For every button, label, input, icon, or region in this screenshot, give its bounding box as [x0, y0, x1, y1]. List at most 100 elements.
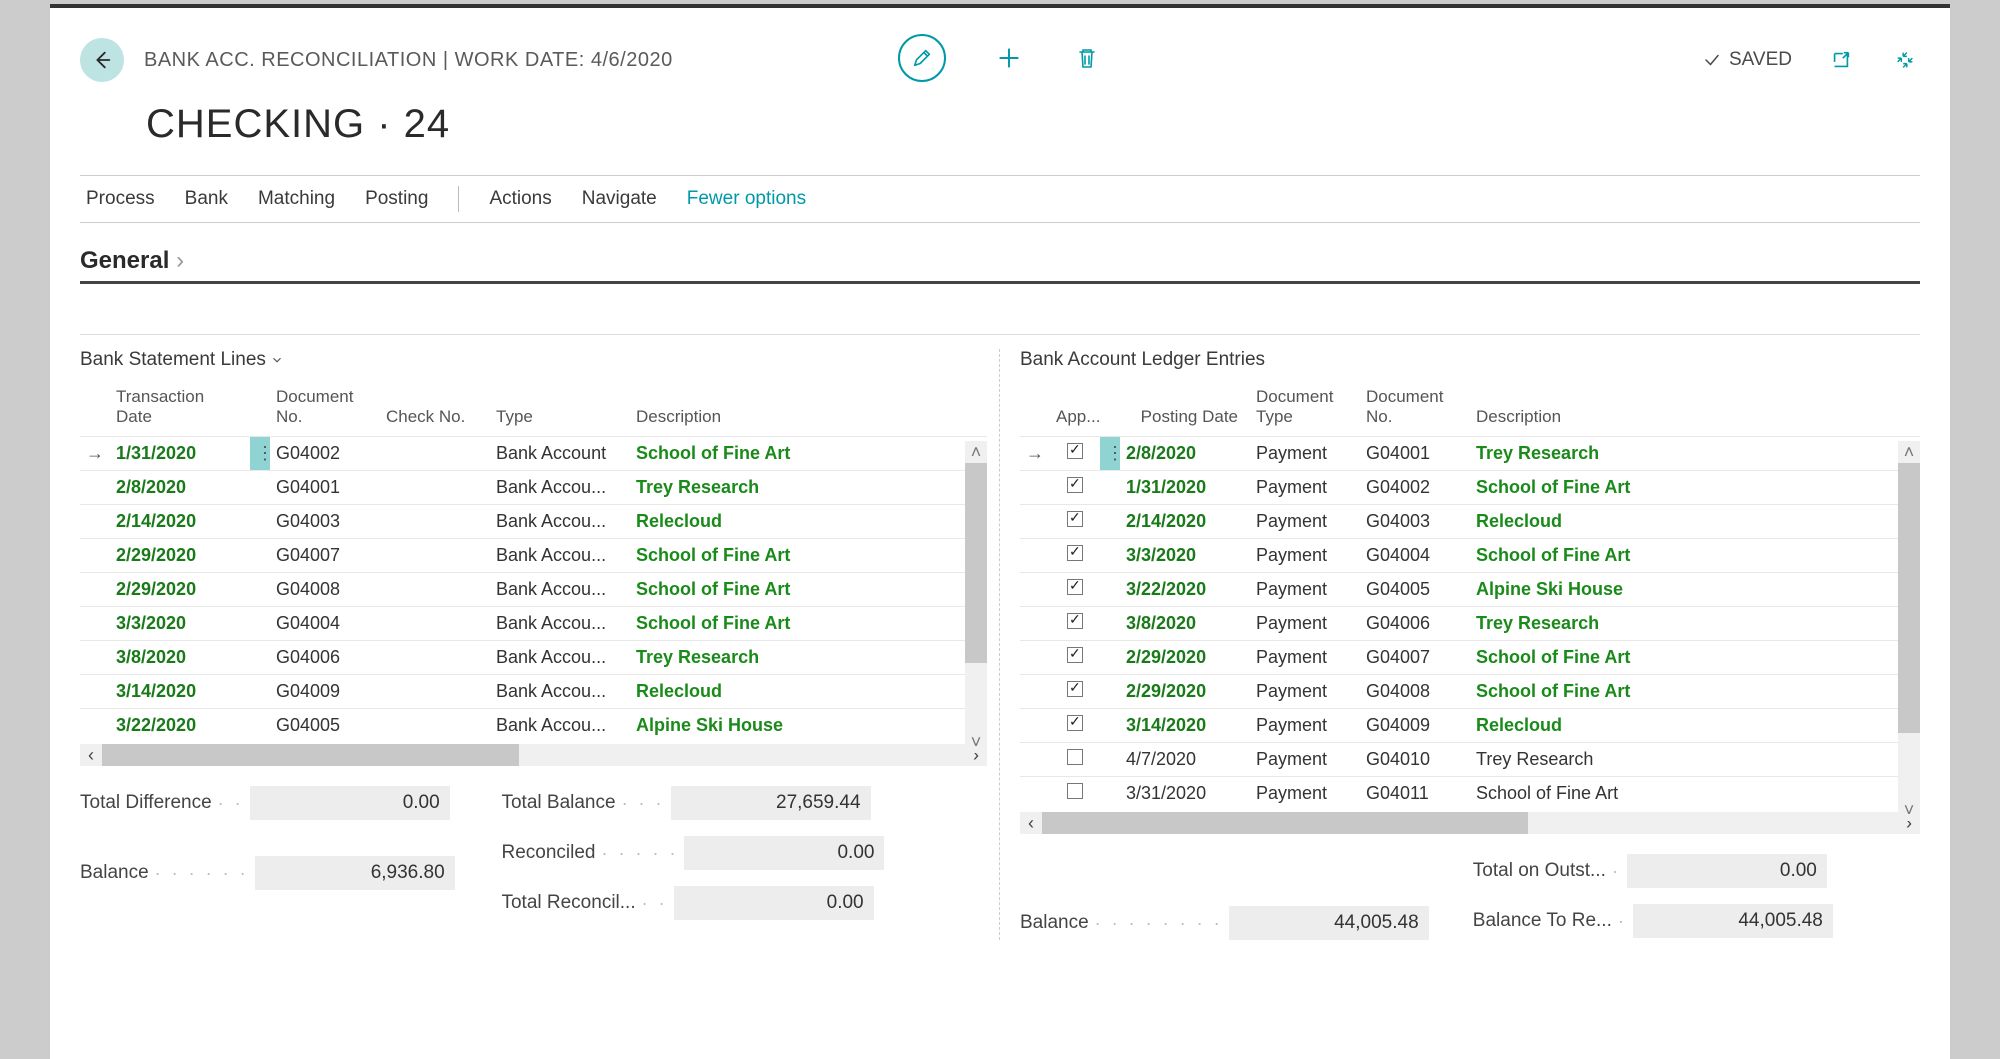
edit-button[interactable]: [898, 34, 946, 82]
scroll-thumb[interactable]: [102, 744, 519, 766]
scroll-left-icon[interactable]: ‹: [1020, 813, 1042, 834]
cell-app[interactable]: [1050, 742, 1100, 776]
scroll-up-icon[interactable]: ˄: [965, 441, 987, 463]
checkbox[interactable]: [1067, 443, 1083, 459]
col-doc-no[interactable]: Document No.: [270, 381, 380, 436]
row-menu[interactable]: ⋮: [1100, 436, 1120, 470]
ledger-entries-grid[interactable]: App... Posting Date Document Type Docume…: [1020, 381, 1920, 810]
general-section-header[interactable]: General ›: [80, 247, 1920, 284]
scroll-thumb[interactable]: [1042, 812, 1528, 834]
row-menu[interactable]: [1100, 674, 1120, 708]
checkbox[interactable]: [1067, 681, 1083, 697]
col-trans-date[interactable]: Transaction Date: [110, 381, 250, 436]
table-row[interactable]: →⋮2/8/2020PaymentG04001Trey Research: [1020, 436, 1920, 470]
checkbox[interactable]: [1067, 477, 1083, 493]
cell-app[interactable]: [1050, 674, 1100, 708]
col-app[interactable]: App...: [1050, 381, 1100, 436]
table-row[interactable]: 1/31/2020PaymentG04002School of Fine Art: [1020, 470, 1920, 504]
scroll-thumb[interactable]: [1898, 463, 1920, 733]
col-posting-date[interactable]: Posting Date: [1120, 381, 1250, 436]
new-button[interactable]: [994, 43, 1024, 73]
checkbox[interactable]: [1067, 511, 1083, 527]
row-menu[interactable]: [250, 504, 270, 538]
checkbox[interactable]: [1067, 579, 1083, 595]
table-row[interactable]: 3/8/2020PaymentG04006Trey Research: [1020, 606, 1920, 640]
table-row[interactable]: 3/14/2020G04009Bank Accou...Relecloud: [80, 674, 987, 708]
statement-lines-grid[interactable]: Transaction Date Document No. Check No. …: [80, 381, 987, 742]
row-menu[interactable]: [1100, 708, 1120, 742]
table-row[interactable]: 2/29/2020PaymentG04008School of Fine Art: [1020, 674, 1920, 708]
table-row[interactable]: 2/29/2020G04007Bank Accou...School of Fi…: [80, 538, 987, 572]
scroll-thumb[interactable]: [965, 463, 987, 663]
vscrollbar-left[interactable]: ˄ ˅: [965, 441, 987, 753]
row-menu[interactable]: [1100, 538, 1120, 572]
checkbox[interactable]: [1067, 647, 1083, 663]
col-description-r[interactable]: Description: [1470, 381, 1898, 436]
table-row[interactable]: 2/14/2020PaymentG04003Relecloud: [1020, 504, 1920, 538]
checkbox[interactable]: [1067, 613, 1083, 629]
col-description[interactable]: Description: [630, 381, 965, 436]
table-row[interactable]: 2/14/2020G04003Bank Accou...Relecloud: [80, 504, 987, 538]
checkbox[interactable]: [1067, 545, 1083, 561]
row-menu[interactable]: [250, 674, 270, 708]
row-menu[interactable]: [250, 708, 270, 742]
scroll-down-icon[interactable]: ˅: [1898, 799, 1920, 821]
table-row[interactable]: 4/7/2020PaymentG04010Trey Research: [1020, 742, 1920, 776]
table-row[interactable]: 3/14/2020PaymentG04009Relecloud: [1020, 708, 1920, 742]
cell-app[interactable]: [1050, 606, 1100, 640]
table-row[interactable]: 3/22/2020PaymentG04005Alpine Ski House: [1020, 572, 1920, 606]
row-menu[interactable]: [1100, 504, 1120, 538]
col-doc-no-r[interactable]: Document No.: [1360, 381, 1470, 436]
row-menu[interactable]: [250, 640, 270, 674]
row-menu[interactable]: [1100, 572, 1120, 606]
row-menu[interactable]: ⋮: [250, 436, 270, 470]
col-doc-type[interactable]: Document Type: [1250, 381, 1360, 436]
table-row[interactable]: 3/8/2020G04006Bank Accou...Trey Research: [80, 640, 987, 674]
table-row[interactable]: 3/3/2020G04004Bank Accou...School of Fin…: [80, 606, 987, 640]
scroll-up-icon[interactable]: ˄: [1898, 441, 1920, 463]
cell-app[interactable]: [1050, 708, 1100, 742]
menu-matching[interactable]: Matching: [258, 188, 335, 210]
statement-lines-header[interactable]: Bank Statement Lines: [80, 349, 987, 371]
row-menu[interactable]: [1100, 606, 1120, 640]
row-menu[interactable]: [1100, 470, 1120, 504]
menu-fewer-options[interactable]: Fewer options: [687, 188, 806, 210]
hscrollbar-left[interactable]: ‹ ›: [80, 744, 987, 766]
table-row[interactable]: 3/31/2020PaymentG04011School of Fine Art: [1020, 776, 1920, 810]
row-menu[interactable]: [250, 606, 270, 640]
table-row[interactable]: 3/22/2020G04005Bank Accou...Alpine Ski H…: [80, 708, 987, 742]
row-menu[interactable]: [1100, 640, 1120, 674]
table-row[interactable]: →1/31/2020⋮G04002Bank AccountSchool of F…: [80, 436, 987, 470]
menu-actions[interactable]: Actions: [489, 188, 551, 210]
table-row[interactable]: 2/8/2020G04001Bank Accou...Trey Research: [80, 470, 987, 504]
cell-app[interactable]: [1050, 776, 1100, 810]
cell-app[interactable]: [1050, 572, 1100, 606]
menu-process[interactable]: Process: [86, 188, 155, 210]
cell-app[interactable]: [1050, 504, 1100, 538]
table-row[interactable]: 3/3/2020PaymentG04004School of Fine Art: [1020, 538, 1920, 572]
checkbox[interactable]: [1067, 749, 1083, 765]
col-type[interactable]: Type: [490, 381, 630, 436]
checkbox[interactable]: [1067, 783, 1083, 799]
delete-button[interactable]: [1072, 43, 1102, 73]
collapse-button[interactable]: [1890, 45, 1920, 75]
scroll-left-icon[interactable]: ‹: [80, 745, 102, 766]
cell-app[interactable]: [1050, 436, 1100, 470]
table-row[interactable]: 2/29/2020G04008Bank Accou...School of Fi…: [80, 572, 987, 606]
menu-bank[interactable]: Bank: [185, 188, 228, 210]
row-menu[interactable]: [250, 538, 270, 572]
row-menu[interactable]: [250, 572, 270, 606]
menu-posting[interactable]: Posting: [365, 188, 428, 210]
menu-navigate[interactable]: Navigate: [582, 188, 657, 210]
row-menu[interactable]: [1100, 742, 1120, 776]
hscrollbar-right[interactable]: ‹ ›: [1020, 812, 1920, 834]
col-check-no[interactable]: Check No.: [380, 381, 490, 436]
back-button[interactable]: [80, 38, 124, 82]
row-menu[interactable]: [250, 470, 270, 504]
cell-app[interactable]: [1050, 538, 1100, 572]
cell-app[interactable]: [1050, 470, 1100, 504]
scroll-down-icon[interactable]: ˅: [965, 731, 987, 753]
row-menu[interactable]: [1100, 776, 1120, 810]
table-row[interactable]: 2/29/2020PaymentG04007School of Fine Art: [1020, 640, 1920, 674]
popout-button[interactable]: [1826, 45, 1856, 75]
